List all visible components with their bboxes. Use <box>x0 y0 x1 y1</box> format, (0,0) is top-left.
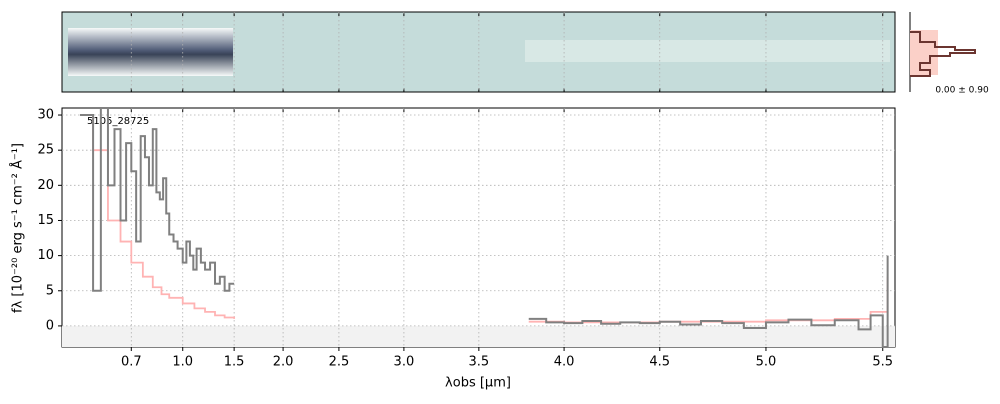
spectrum-2d-trace <box>68 28 233 76</box>
y-tick-label: 0 <box>46 318 54 333</box>
x-tick-label: 3.5 <box>469 355 490 370</box>
x-tick-label: 1.0 <box>172 355 193 370</box>
spectrum-line <box>528 276 889 324</box>
x-tick-label: 5.0 <box>756 355 777 370</box>
x-tick-label: 4.0 <box>554 355 575 370</box>
x-tick-label: 2.5 <box>329 355 350 370</box>
x-tick-label: 0.7 <box>121 355 142 370</box>
spectrum-line <box>79 114 236 319</box>
x-tick-label: 3.0 <box>394 355 415 370</box>
x-tick-label: 2.0 <box>273 355 294 370</box>
x-axis-label: λobs [μm] <box>445 376 511 391</box>
y-axis-label: fλ [10⁻²⁰ erg s⁻¹ cm⁻² Å⁻¹] <box>10 143 26 313</box>
annotation: 5105_28725 <box>87 116 149 127</box>
x-tick-label: 4.5 <box>649 355 670 370</box>
spectrum-line <box>528 255 889 348</box>
y-tick-label: 30 <box>37 108 54 123</box>
spectrum-2d-trace <box>525 40 890 62</box>
noise-hist-outline <box>910 31 976 77</box>
spectrum-line <box>79 107 235 292</box>
x-tick-label: 5.5 <box>872 355 893 370</box>
y-tick-label: 20 <box>37 178 54 193</box>
y-tick-label: 25 <box>37 143 54 158</box>
plot-frame <box>61 107 896 348</box>
y-tick-label: 10 <box>37 248 54 263</box>
noise-hist <box>910 30 938 75</box>
noise-label: 0.00 ± 0.90 <box>935 86 989 96</box>
y-tick-label: 5 <box>46 283 54 298</box>
y-tick-label: 15 <box>37 213 54 228</box>
x-tick-label: 1.5 <box>224 355 245 370</box>
